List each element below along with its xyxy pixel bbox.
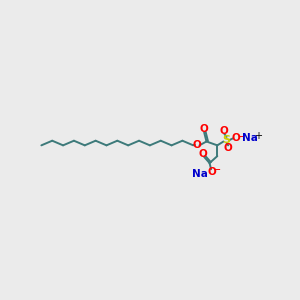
Text: Na: Na — [191, 169, 207, 179]
Text: O: O — [232, 134, 240, 143]
Text: O: O — [208, 167, 216, 176]
Text: O: O — [199, 149, 208, 159]
Text: O: O — [224, 143, 233, 153]
Text: O: O — [220, 127, 229, 136]
Text: S: S — [223, 135, 231, 145]
Text: −: − — [237, 132, 244, 141]
Text: Na: Na — [242, 134, 258, 143]
Text: O: O — [200, 124, 208, 134]
Text: −: − — [213, 166, 220, 175]
Text: +: + — [254, 131, 262, 141]
Text: O: O — [193, 140, 202, 150]
